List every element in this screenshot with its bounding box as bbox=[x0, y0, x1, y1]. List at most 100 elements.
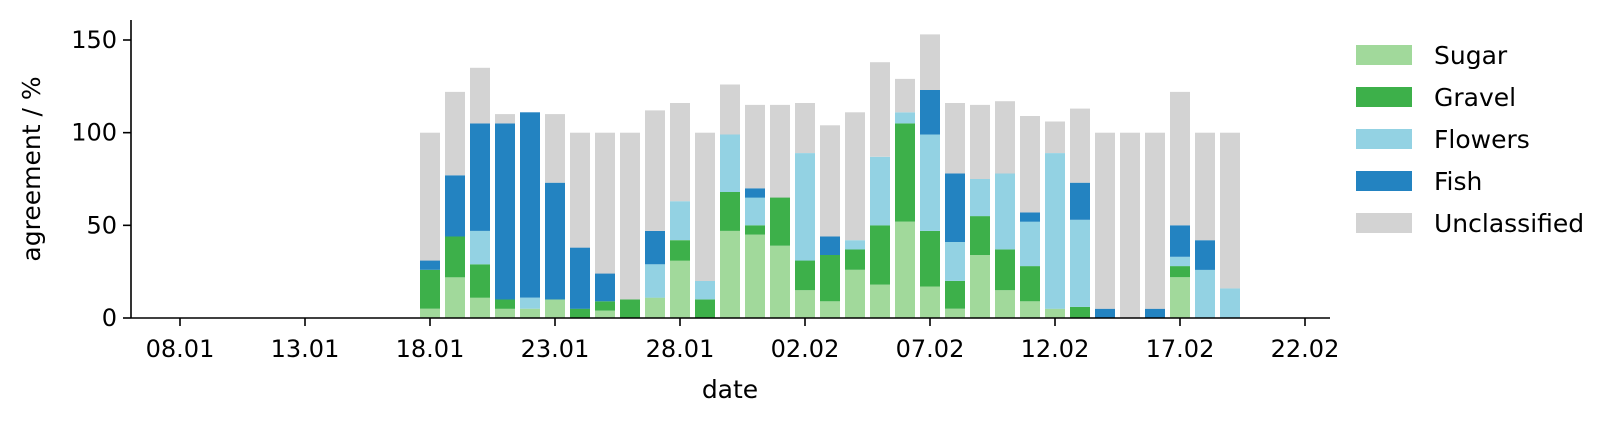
bar-unclassified-13.02 bbox=[1070, 108, 1090, 183]
y-tick-label: 0 bbox=[102, 304, 117, 332]
y-axis-title: agreement / % bbox=[17, 76, 46, 261]
x-tick-label: 22.02 bbox=[1271, 335, 1340, 363]
bar-fish-14.02 bbox=[1095, 308, 1115, 318]
bar-unclassified-31.01 bbox=[745, 104, 765, 189]
bar-sugar-01.02 bbox=[770, 245, 790, 318]
bar-unclassified-05.02 bbox=[870, 62, 890, 157]
bar-flowers-10.02 bbox=[995, 173, 1015, 250]
y-tick-label: 100 bbox=[71, 119, 117, 147]
bar-sugar-11.02 bbox=[1020, 301, 1040, 318]
bar-unclassified-19.02 bbox=[1220, 132, 1240, 289]
bar-sugar-10.02 bbox=[995, 290, 1015, 318]
x-tick-label: 18.01 bbox=[396, 335, 465, 363]
bar-unclassified-29.01 bbox=[695, 132, 715, 281]
bar-fish-17.02 bbox=[1170, 225, 1190, 257]
bar-flowers-17.02 bbox=[1170, 256, 1190, 267]
x-tick-label: 28.01 bbox=[646, 335, 715, 363]
bar-gravel-17.02 bbox=[1170, 266, 1190, 278]
axes-layer bbox=[130, 20, 1330, 319]
bar-unclassified-10.02 bbox=[995, 101, 1015, 174]
y-tick-label: 50 bbox=[86, 211, 117, 239]
bar-unclassified-25.01 bbox=[595, 132, 615, 274]
bar-unclassified-04.02 bbox=[845, 112, 865, 241]
bar-gravel-19.01 bbox=[445, 236, 465, 278]
bar-fish-27.01 bbox=[645, 230, 665, 265]
bar-flowers-30.01 bbox=[720, 134, 740, 192]
legend-swatch-fish bbox=[1356, 171, 1412, 191]
bar-sugar-17.02 bbox=[1170, 277, 1190, 318]
bar-sugar-27.01 bbox=[645, 297, 665, 318]
bar-flowers-22.01 bbox=[520, 297, 540, 309]
bar-gravel-31.01 bbox=[745, 225, 765, 235]
bar-gravel-04.02 bbox=[845, 249, 865, 270]
bar-gravel-10.02 bbox=[995, 249, 1015, 291]
legend-label-unclassified: Unclassified bbox=[1434, 209, 1584, 238]
bar-fish-22.01 bbox=[520, 112, 540, 298]
bar-unclassified-02.02 bbox=[795, 103, 815, 153]
bar-sugar-23.01 bbox=[545, 299, 565, 318]
bar-fish-24.01 bbox=[570, 247, 590, 309]
bar-gravel-06.02 bbox=[895, 123, 915, 222]
bar-fish-11.02 bbox=[1020, 212, 1040, 222]
bar-unclassified-08.02 bbox=[945, 103, 965, 174]
bar-sugar-31.01 bbox=[745, 234, 765, 318]
bar-fish-03.02 bbox=[820, 236, 840, 255]
bar-flowers-07.02 bbox=[920, 134, 940, 231]
bar-sugar-25.01 bbox=[595, 310, 615, 318]
bar-gravel-26.01 bbox=[620, 299, 640, 318]
legend-label-sugar: Sugar bbox=[1434, 41, 1508, 70]
x-ticks: 08.01 13.01 18.01 23.01 28.01 02.02 07.02 12.02… bbox=[146, 318, 1340, 363]
bar-sugar-05.02 bbox=[870, 284, 890, 318]
bar-unclassified-15.02 bbox=[1120, 132, 1140, 318]
bar-flowers-06.02 bbox=[895, 112, 915, 124]
y-ticks: 0 50 100 150 bbox=[71, 26, 131, 332]
bar-gravel-09.02 bbox=[970, 216, 990, 255]
bar-unclassified-12.02 bbox=[1045, 121, 1065, 153]
bar-flowers-04.02 bbox=[845, 240, 865, 250]
bar-unclassified-06.02 bbox=[895, 78, 915, 113]
bar-unclassified-20.01 bbox=[470, 67, 490, 124]
bar-sugar-21.01 bbox=[495, 308, 515, 318]
bars-layer bbox=[420, 34, 1240, 318]
bar-flowers-08.02 bbox=[945, 242, 965, 281]
bar-fish-21.01 bbox=[495, 123, 515, 300]
bar-flowers-29.01 bbox=[695, 280, 715, 300]
legend-label-fish: Fish bbox=[1434, 167, 1482, 196]
bar-fish-18.01 bbox=[420, 260, 440, 270]
bar-sugar-28.01 bbox=[670, 260, 690, 318]
bar-gravel-18.01 bbox=[420, 269, 440, 309]
bar-gravel-29.01 bbox=[695, 299, 715, 318]
bar-fish-13.02 bbox=[1070, 182, 1090, 220]
bar-sugar-22.01 bbox=[520, 308, 540, 318]
bar-gravel-05.02 bbox=[870, 225, 890, 285]
bar-flowers-20.01 bbox=[470, 230, 490, 265]
bar-flowers-13.02 bbox=[1070, 219, 1090, 307]
bar-unclassified-28.01 bbox=[670, 103, 690, 202]
bar-fish-23.01 bbox=[545, 182, 565, 300]
x-tick-label: 08.01 bbox=[146, 335, 215, 363]
bar-flowers-02.02 bbox=[795, 153, 815, 261]
bar-gravel-01.02 bbox=[770, 197, 790, 246]
bar-gravel-03.02 bbox=[820, 255, 840, 302]
bar-sugar-02.02 bbox=[795, 290, 815, 318]
x-tick-label: 17.02 bbox=[1146, 335, 1215, 363]
bar-gravel-20.01 bbox=[470, 264, 490, 298]
x-tick-label: 13.01 bbox=[271, 335, 340, 363]
bar-unclassified-23.01 bbox=[545, 114, 565, 183]
bar-unclassified-01.02 bbox=[770, 104, 790, 198]
bar-fish-25.01 bbox=[595, 273, 615, 302]
bar-sugar-03.02 bbox=[820, 301, 840, 318]
legend: Sugar Gravel Flowers Fish Unclassified bbox=[1356, 41, 1584, 238]
legend-swatch-unclassified bbox=[1356, 213, 1412, 233]
bar-gravel-28.01 bbox=[670, 240, 690, 261]
bar-gravel-13.02 bbox=[1070, 306, 1090, 318]
bar-gravel-30.01 bbox=[720, 192, 740, 231]
bar-gravel-11.02 bbox=[1020, 266, 1040, 302]
bar-fish-16.02 bbox=[1145, 308, 1165, 318]
bar-unclassified-07.02 bbox=[920, 34, 940, 90]
bar-unclassified-24.01 bbox=[570, 132, 590, 248]
bar-unclassified-14.02 bbox=[1095, 132, 1115, 309]
bar-fish-20.01 bbox=[470, 123, 490, 231]
legend-label-flowers: Flowers bbox=[1434, 125, 1530, 154]
bar-unclassified-19.01 bbox=[445, 91, 465, 176]
